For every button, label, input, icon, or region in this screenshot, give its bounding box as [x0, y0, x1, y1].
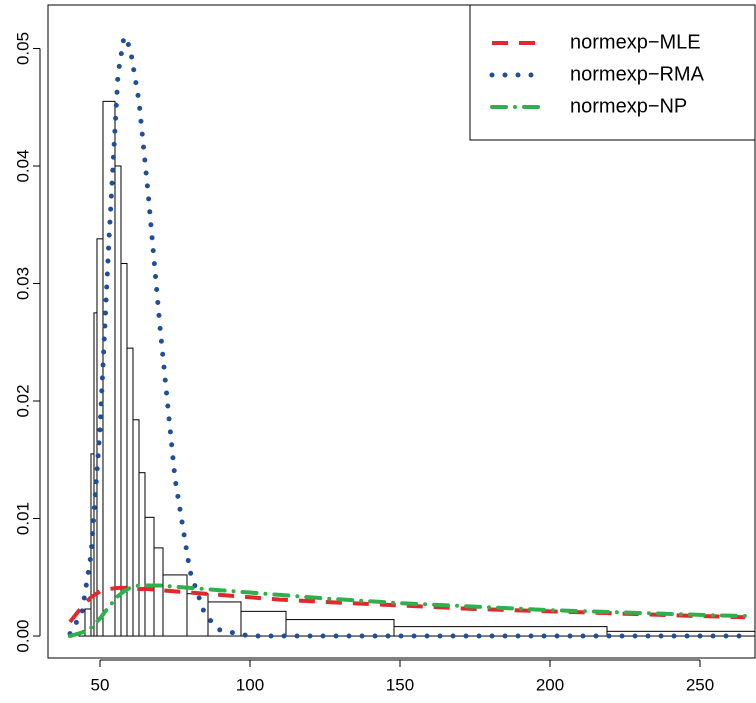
- x-tick-label: 250: [686, 675, 714, 694]
- histogram-bar: [207, 601, 242, 637]
- histogram-bar: [285, 619, 395, 637]
- histogram-bar: [606, 630, 755, 637]
- histogram-bar: [153, 547, 164, 637]
- histogram-bar: [138, 472, 146, 637]
- legend-label: normexp−NP: [570, 95, 687, 117]
- y-tick-label: 0.00: [13, 619, 32, 652]
- plot-area: [67, 29, 755, 639]
- y-tick-label: 0.04: [13, 149, 32, 182]
- density-line: [67, 583, 748, 639]
- y-tick-label: 0.02: [13, 384, 32, 417]
- histogram-bar: [96, 238, 104, 637]
- histogram-bar: [114, 165, 122, 637]
- histogram-bar: [120, 263, 128, 637]
- y-tick-label: 0.03: [13, 267, 32, 300]
- legend-label: normexp−MLE: [570, 31, 701, 53]
- y-tick-label: 0.05: [13, 32, 32, 65]
- histogram-bar: [240, 610, 287, 637]
- histogram-bar: [144, 516, 155, 637]
- plot-frame: [47, 4, 756, 659]
- x-tick-label: 50: [91, 675, 110, 694]
- x-tick-label: 200: [536, 675, 564, 694]
- legend-box: [469, 4, 756, 141]
- legend-label: normexp−RMA: [570, 63, 705, 85]
- x-tick-label: 150: [386, 675, 414, 694]
- histogram-bar: [186, 593, 209, 637]
- x-tick-label: 100: [236, 675, 264, 694]
- histogram-bar: [84, 608, 92, 637]
- y-tick-label: 0.01: [13, 502, 32, 535]
- histogram-bar: [132, 419, 140, 637]
- histogram-bar: [126, 347, 134, 637]
- histogram-bar: [162, 574, 188, 637]
